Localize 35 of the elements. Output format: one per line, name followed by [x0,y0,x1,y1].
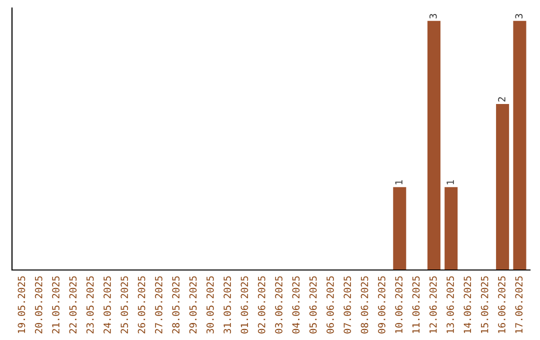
x-tick-label: 27.05.2025 [155,276,162,334]
x-tick-label: 12.06.2025 [429,276,437,333]
x-tick-label: 14.06.2025 [464,276,472,333]
x-tick-label: 05.06.2025 [309,276,317,334]
x-tick-label: 23.05.2025 [86,276,94,334]
x-tick-label: 26.05.2025 [138,276,146,334]
x-tick-label: 08.06.2025 [360,276,368,334]
x-tick-label: 22.05.2025 [69,276,77,334]
data-label: 3 [429,14,437,18]
x-tick-label: 19.05.2025 [18,276,26,333]
x-tick-label: 24.05.2025 [104,276,111,334]
x-tick-label: 17.06.2025 [515,276,523,333]
x-tick-label: 11.06.2025 [412,276,420,333]
x-tick-label: 07.06.2025 [344,276,352,334]
x-tick-label: 15.06.2025 [480,276,488,333]
x-tick-label: 09.06.2025 [378,276,386,334]
x-tick-label: 16.06.2025 [498,276,506,333]
x-tick-label: 02.06.2025 [258,276,266,334]
x-tick-label: 04.06.2025 [292,276,300,334]
x-tick-label: 06.06.2025 [326,276,334,334]
x-tick-label: 01.06.2025 [240,276,248,334]
x-tick-label: 30.05.2025 [206,276,214,334]
data-label: 1 [395,180,402,184]
x-tick-label: 03.06.2025 [275,276,282,334]
x-tick-label: 10.06.2025 [395,276,402,333]
x-tick-label: 21.05.2025 [52,276,60,334]
x-tick-label: 13.06.2025 [446,276,454,333]
x-tick-label: 20.05.2025 [34,276,42,334]
x-tick-label: 29.05.2025 [189,276,197,334]
x-tick-label: 25.05.2025 [120,276,128,334]
data-label: 2 [498,97,506,102]
data-label: 3 [515,14,523,18]
data-label: 1 [446,180,454,184]
x-tick-label: 31.05.2025 [224,276,231,334]
x-tick-label: 28.05.2025 [172,276,180,334]
